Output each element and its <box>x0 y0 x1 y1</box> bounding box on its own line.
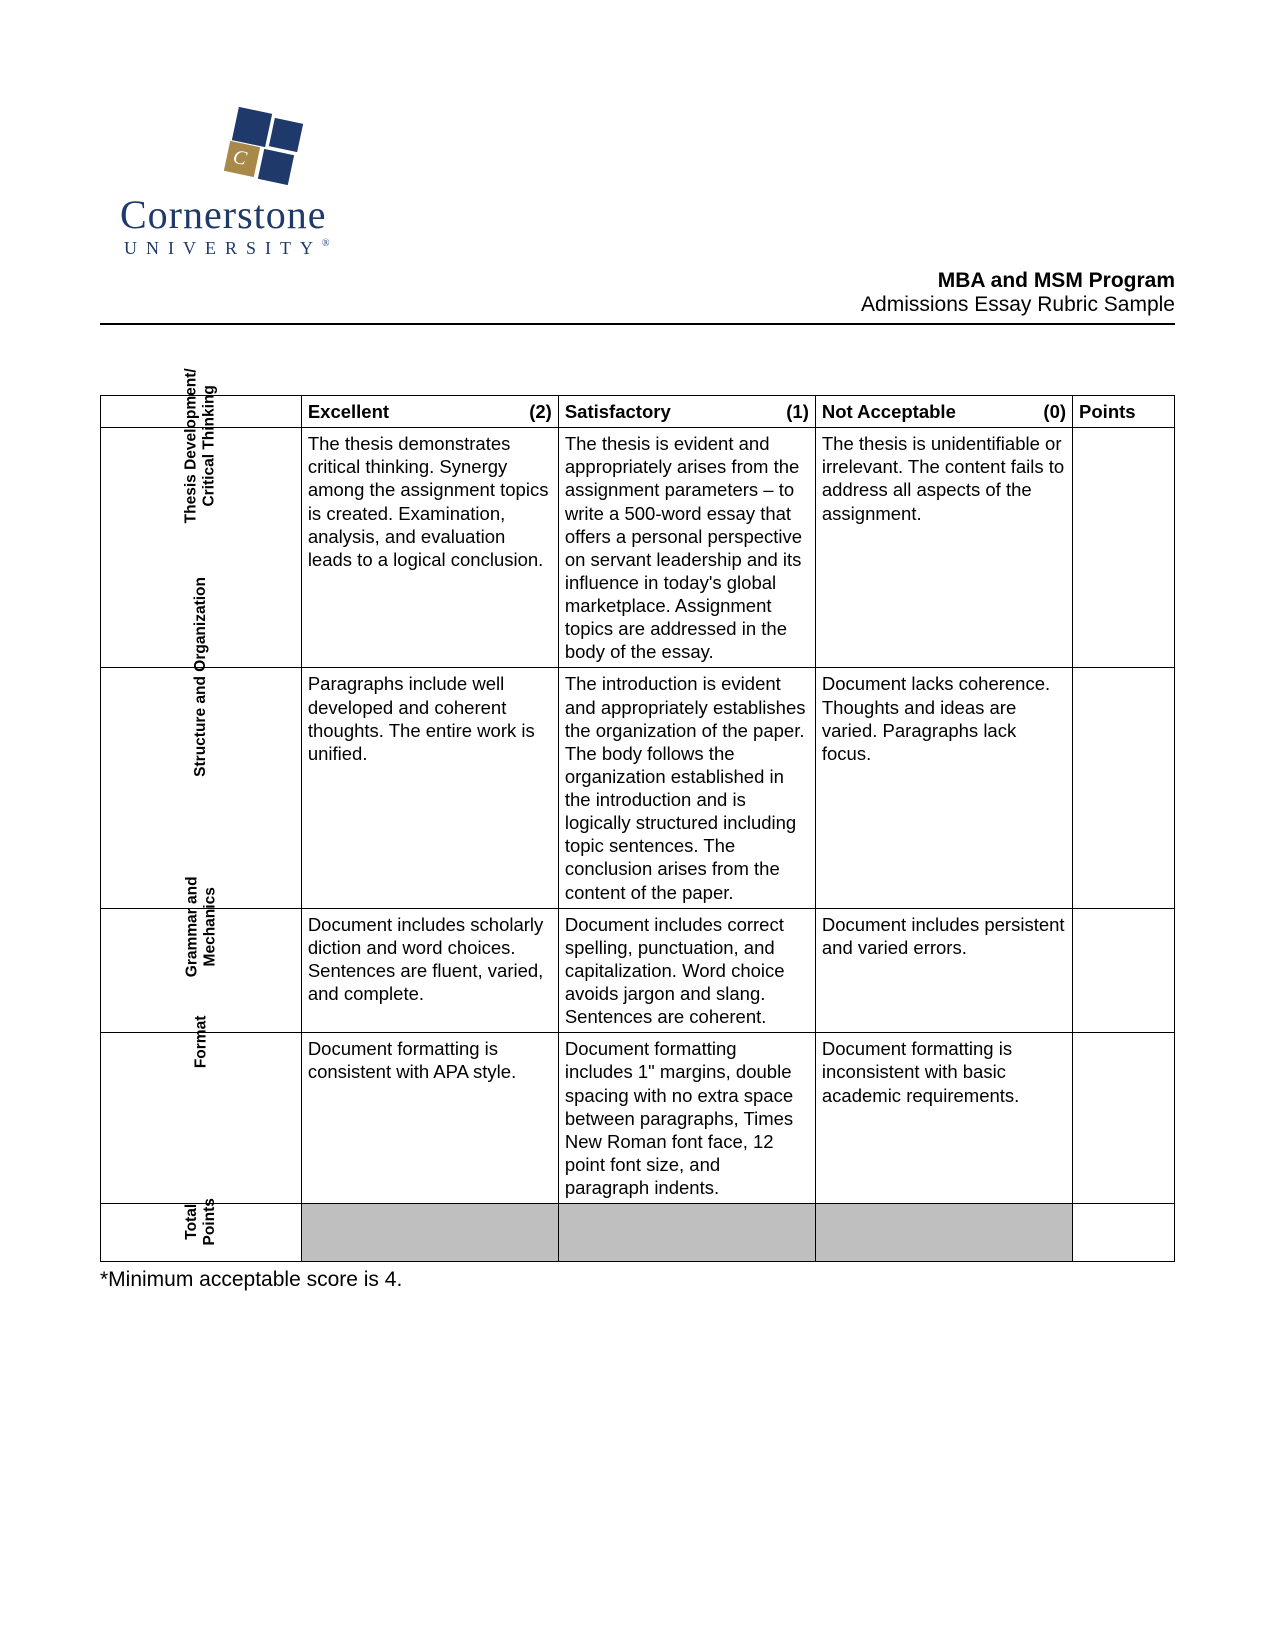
program-subtitle: Admissions Essay Rubric Sample <box>100 293 1175 317</box>
cell-grammar-excellent: Document includes scholarly diction and … <box>301 908 558 1033</box>
rubric-table: Excellent(2) Satisfactory(1) Not Accepta… <box>100 395 1175 1262</box>
page-header: MBA and MSM Program Admissions Essay Rub… <box>100 269 1175 317</box>
table-header-row: Excellent(2) Satisfactory(1) Not Accepta… <box>101 396 1175 428</box>
logo-subtitle: UNIVERSITY® <box>124 238 1175 259</box>
row-header-structure: Structure and Organization <box>101 668 302 908</box>
cell-total-satisfactory <box>558 1204 815 1262</box>
cell-grammar-satisfactory: Document includes correct spelling, punc… <box>558 908 815 1033</box>
table-row: Grammar andMechanics Document includes s… <box>101 908 1175 1033</box>
cell-format-points <box>1073 1033 1175 1204</box>
row-header-total: TotalPoints <box>101 1204 302 1262</box>
cell-total-not-acceptable <box>815 1204 1072 1262</box>
table-total-row: TotalPoints <box>101 1204 1175 1262</box>
footnote: *Minimum acceptable score is 4. <box>100 1268 1175 1292</box>
logo-name: Cornerstone <box>120 191 1175 238</box>
cell-structure-points <box>1073 668 1175 908</box>
col-header-excellent: Excellent(2) <box>301 396 558 428</box>
cell-thesis-excellent: The thesis demonstrates critical thinkin… <box>301 428 558 668</box>
cell-grammar-not-acceptable: Document includes persistent and varied … <box>815 908 1072 1033</box>
cell-structure-not-acceptable: Document lacks coherence. Thoughts and i… <box>815 668 1072 908</box>
cell-grammar-points <box>1073 908 1175 1033</box>
cell-format-satisfactory: Document formatting includes 1" margins,… <box>558 1033 815 1204</box>
program-title: MBA and MSM Program <box>100 269 1175 293</box>
logo: Cornerstone UNIVERSITY® <box>120 110 1175 259</box>
col-header-not-acceptable: Not Acceptable(0) <box>815 396 1072 428</box>
cell-thesis-satisfactory: The thesis is evident and appropriately … <box>558 428 815 668</box>
table-row: Format Document formatting is consistent… <box>101 1033 1175 1204</box>
table-row: Structure and Organization Paragraphs in… <box>101 668 1175 908</box>
col-header-points: Points <box>1073 396 1175 428</box>
cell-thesis-points <box>1073 428 1175 668</box>
cell-format-not-acceptable: Document formatting is inconsistent with… <box>815 1033 1072 1204</box>
row-header-format: Format <box>101 1033 302 1204</box>
row-header-grammar: Grammar andMechanics <box>101 908 302 1033</box>
col-header-satisfactory: Satisfactory(1) <box>558 396 815 428</box>
cell-thesis-not-acceptable: The thesis is unidentifiable or irreleva… <box>815 428 1072 668</box>
table-row: Thesis Development/Critical Thinking The… <box>101 428 1175 668</box>
cell-format-excellent: Document formatting is consistent with A… <box>301 1033 558 1204</box>
cell-structure-satisfactory: The introduction is evident and appropri… <box>558 668 815 908</box>
cell-total-excellent <box>301 1204 558 1262</box>
cell-total-points <box>1073 1204 1175 1262</box>
logo-icon <box>215 110 288 183</box>
cell-structure-excellent: Paragraphs include well developed and co… <box>301 668 558 908</box>
header-divider <box>100 323 1175 325</box>
